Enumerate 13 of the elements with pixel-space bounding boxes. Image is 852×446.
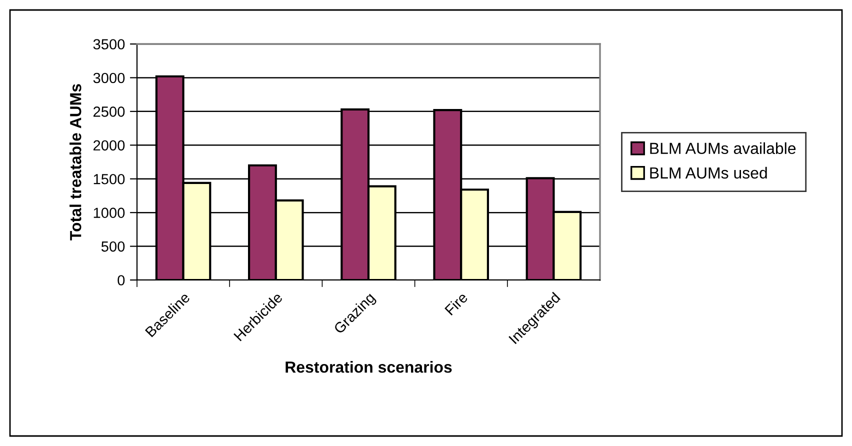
- x-axis-title: Restoration scenarios: [286, 361, 452, 373]
- y-tick-label: 2500: [93, 106, 125, 117]
- y-tick-label: 2000: [93, 140, 125, 151]
- y-tick-label: 500: [101, 241, 125, 252]
- x-tick-label: Fire: [444, 292, 468, 316]
- y-tick-label: 0: [118, 275, 125, 286]
- y-tick-label: 1000: [94, 208, 125, 218]
- y-tick-label: 3000: [93, 72, 125, 84]
- y-axis-title: Total treatable AUMs: [70, 84, 82, 240]
- legend-label: BLM AUMs available: [650, 142, 796, 154]
- y-tick-label: 1500: [94, 174, 125, 184]
- y-tick-label: 3500: [93, 39, 125, 50]
- legend-label: BLM AUMs used: [650, 166, 767, 179]
